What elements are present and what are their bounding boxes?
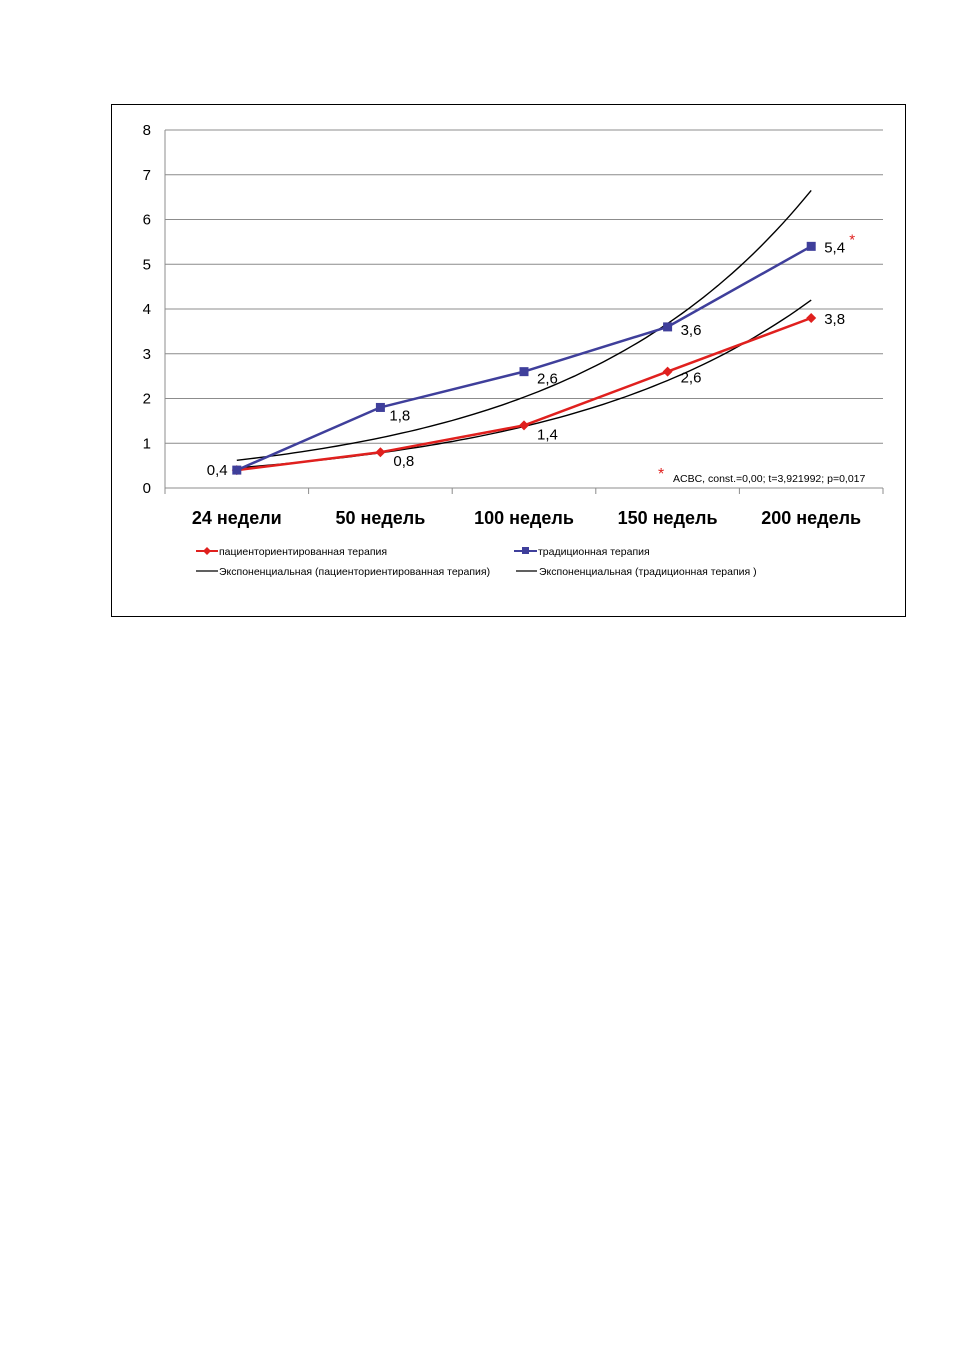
legend-label-patient: пациенториентированная терапия [219,546,387,558]
data-label: 2,6 [537,371,558,388]
legend-marker-diamond-icon [203,547,211,555]
data-point [662,366,673,377]
data-point [806,241,816,251]
chart: 0 1 2 3 4 5 6 7 8 24 недели 50 недель 100 недель 15… [143,122,884,578]
trendline-0 [236,299,812,469]
y-tick-label: 1 [143,435,151,452]
y-axis-ticks: 0 1 2 3 4 5 6 7 8 [143,122,151,497]
data-point [232,465,242,475]
data-label: 0,4 [207,462,228,479]
data-label: 3,6 [681,322,702,339]
gridlines [164,129,883,488]
y-tick-label: 3 [143,346,151,363]
x-category-label: 150 недель [618,508,718,528]
y-tick-label: 4 [143,301,151,318]
data-label: 1,4 [537,426,558,443]
x-category-label: 200 недель [761,508,861,528]
legend-label-trend-traditional: Экспоненциальная (традиционная терапия ) [539,566,757,578]
legend-item-patient: пациенториентированная терапия [196,546,387,558]
significance-star: * [849,231,855,248]
legend-item-traditional: традиционная терапия [514,546,650,558]
annotation-star: * [658,466,664,483]
data-point [806,312,817,323]
annotation: * ACBC, const.=0,00; t=3,921992; p=0,017 [658,466,866,485]
legend-label-trend-patient: Экспоненциальная (пациенториентированная… [219,566,490,578]
x-category-label: 100 недель [474,508,574,528]
chart-frame: 0 1 2 3 4 5 6 7 8 24 недели 50 недель 100 недель 15… [111,104,906,617]
y-tick-label: 7 [143,167,151,184]
data-point [663,322,673,332]
series [231,241,817,476]
data-point [375,447,386,458]
x-category-label: 50 недель [335,508,425,528]
legend-label-traditional: традиционная терапия [538,546,650,558]
data-labels: 0,8 1,4 2,6 3,8 0,4 1,8 2,6 3,6 5,4 * [207,231,855,479]
data-label: 1,8 [389,407,410,424]
series-line-0 [236,316,812,472]
data-point [519,420,529,431]
x-category-label: 24 недели [192,508,282,528]
trendline-1 [236,189,812,461]
data-point [375,402,385,412]
data-label: 2,6 [681,370,702,387]
y-tick-label: 8 [143,122,151,139]
data-label: 0,8 [393,453,414,470]
legend-item-trend-traditional: Экспоненциальная (традиционная терапия ) [516,566,757,578]
y-tick-label: 2 [143,391,151,408]
legend-item-trend-patient: Экспоненциальная (пациенториентированная… [196,566,490,578]
data-point [519,367,529,377]
annotation-text: ACBC, const.=0,00; t=3,921992; p=0,017 [673,473,866,485]
y-tick-label: 0 [143,480,151,497]
legend: пациенториентированная терапия традицион… [196,546,757,578]
x-axis: 24 недели 50 недель 100 недель 150 недель 20… [164,487,884,528]
y-tick-label: 5 [143,256,151,273]
data-label: 5,4 [824,239,845,256]
y-tick-label: 6 [143,212,151,229]
data-label: 3,8 [824,311,845,328]
legend-marker-square-icon [522,547,529,554]
